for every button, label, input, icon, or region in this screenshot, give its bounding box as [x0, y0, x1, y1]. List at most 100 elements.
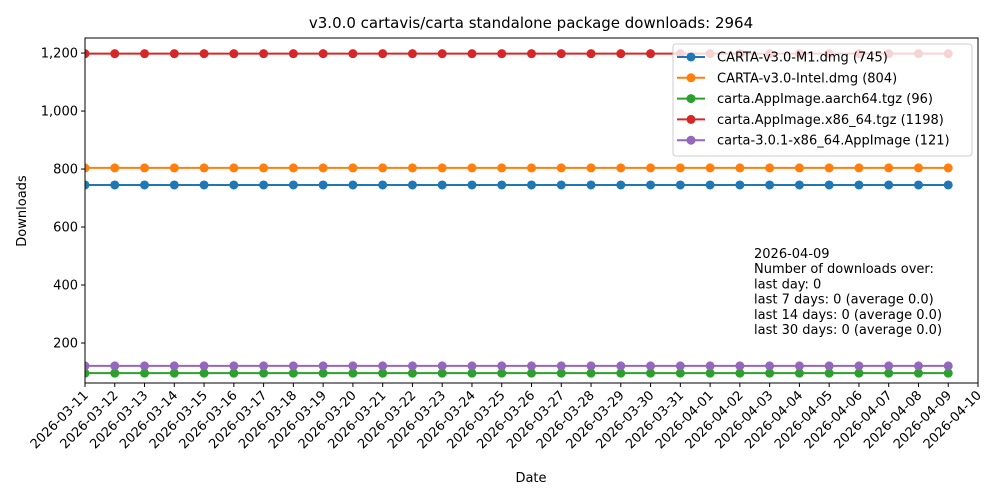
data-point [407, 163, 417, 173]
data-point [288, 368, 298, 378]
data-point [616, 49, 626, 59]
data-point [437, 163, 447, 173]
data-point [675, 180, 685, 190]
data-point [140, 368, 150, 378]
data-point [705, 180, 715, 190]
annotation-line: last 7 days: 0 (average 0.0) [754, 293, 934, 308]
data-point [943, 361, 953, 371]
data-point [467, 361, 477, 371]
data-point [854, 361, 864, 371]
data-point [259, 361, 269, 371]
data-point [467, 368, 477, 378]
data-point [85, 49, 90, 59]
data-point [348, 49, 358, 59]
data-point [824, 163, 834, 173]
series-line [85, 180, 953, 190]
data-point [169, 49, 179, 59]
data-point [884, 180, 894, 190]
data-point [318, 361, 328, 371]
data-point [378, 163, 388, 173]
y-tick-label: 1,000 [41, 105, 78, 120]
data-point [675, 368, 685, 378]
data-point [140, 49, 150, 59]
y-axis-label: Downloads [15, 175, 30, 247]
data-point [735, 361, 745, 371]
data-point [437, 49, 447, 59]
data-point [824, 368, 834, 378]
annotation-line: 2026-04-09 [754, 247, 830, 262]
series-line [85, 163, 953, 173]
data-point [437, 361, 447, 371]
annotation-line: Number of downloads over: [754, 262, 934, 277]
data-point [943, 180, 953, 190]
data-point [467, 163, 477, 173]
x-axis-label: Date [515, 471, 546, 486]
data-point [556, 163, 566, 173]
y-axis: 200 400 600 800 1,000 1,200 [41, 47, 85, 351]
data-point [943, 368, 953, 378]
chart-title: v3.0.0 cartavis/carta standalone package… [309, 14, 753, 32]
data-point [229, 361, 239, 371]
data-point [110, 368, 120, 378]
data-point [616, 163, 626, 173]
data-point [884, 361, 894, 371]
legend-marker-icon [686, 114, 696, 124]
data-point [527, 180, 536, 190]
data-point [140, 163, 150, 173]
data-point [913, 368, 923, 378]
data-point [586, 180, 596, 190]
data-point [140, 361, 150, 371]
data-point [646, 163, 656, 173]
data-point [378, 368, 388, 378]
data-point [765, 180, 775, 190]
data-point [407, 180, 417, 190]
legend-item: carta.AppImage.aarch64.tgz (96) [677, 92, 933, 107]
data-point [437, 180, 447, 190]
x-axis: 2026-03-112026-03-122026-03-132026-03-14… [28, 383, 985, 452]
legend-label: CARTA-v3.0-Intel.dmg (804) [717, 71, 897, 86]
data-point [646, 49, 656, 59]
data-point [586, 163, 596, 173]
data-point [169, 368, 179, 378]
data-point [675, 361, 685, 371]
data-point [169, 361, 179, 371]
data-point [586, 361, 596, 371]
data-point [259, 163, 269, 173]
data-point [794, 163, 804, 173]
data-point [765, 368, 775, 378]
data-point [318, 49, 328, 59]
data-point [824, 180, 834, 190]
data-point [556, 361, 566, 371]
data-point [259, 368, 269, 378]
legend-marker-icon [686, 52, 696, 62]
data-point [199, 49, 209, 59]
data-point [318, 180, 328, 190]
legend-label: carta.AppImage.x86_64.tgz (1198) [717, 113, 944, 128]
data-point [586, 368, 596, 378]
data-point [199, 163, 209, 173]
y-tick-label: 800 [53, 163, 78, 178]
legend: CARTA-v3.0-M1.dmg (745) CARTA-v3.0-Intel.… [672, 43, 973, 157]
data-point [616, 361, 626, 371]
data-point [735, 368, 745, 378]
data-point [943, 163, 953, 173]
annotation-line: last 14 days: 0 (average 0.0) [754, 308, 942, 323]
data-point [407, 361, 417, 371]
series-layer [85, 49, 953, 378]
data-point [199, 368, 209, 378]
data-point [527, 163, 536, 173]
data-point [646, 180, 656, 190]
data-point [913, 180, 923, 190]
data-point [85, 180, 90, 190]
data-point [85, 361, 90, 371]
data-point [794, 368, 804, 378]
legend-marker-icon [686, 94, 696, 104]
data-point [110, 180, 120, 190]
data-point [288, 163, 298, 173]
data-point [527, 368, 536, 378]
data-point [497, 180, 507, 190]
data-point [437, 368, 447, 378]
annotation-line: last day: 0 [754, 277, 821, 292]
